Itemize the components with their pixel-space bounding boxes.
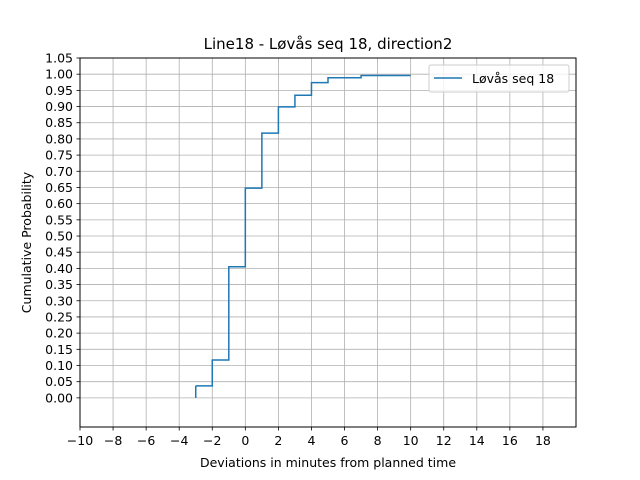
x-tick-label: −2 [203,433,221,448]
x-axis-label: Deviations in minutes from planned time [200,455,456,470]
y-tick-label: 0.80 [45,131,73,146]
y-tick-label: 0.95 [45,83,73,98]
series-layer [194,74,411,398]
y-tick-label: 0.70 [45,164,73,179]
y-tick-label: 0.20 [45,326,73,341]
y-tick-label: 1.05 [45,51,73,66]
y-tick-label: 0.65 [45,180,73,195]
legend-label: Løvås seq 18 [472,71,554,86]
y-tick-label: 0.10 [45,358,73,373]
y-tick-label: 0.30 [45,293,73,308]
y-tick-label: 0.05 [45,374,73,389]
x-tick-label: 8 [374,433,382,448]
x-tick-label: 18 [535,433,551,448]
x-tick-label: 0 [241,433,249,448]
plot-frame [79,57,577,428]
x-tick-label: 12 [436,433,452,448]
y-tick-label: 0.50 [45,229,73,244]
x-tick-label: −4 [170,433,188,448]
x-tick-label: 2 [274,433,282,448]
y-tick-label: 0.85 [45,115,73,130]
y-tick-label: 0.35 [45,277,73,292]
series-line [195,74,411,387]
x-tick-label: −8 [104,433,122,448]
x-tick-label: −10 [67,433,93,448]
y-tick-label: 0.45 [45,245,73,260]
y-tick-label: 0.25 [45,309,73,324]
y-tick-label: 0.60 [45,196,73,211]
y-tick-label: 1.00 [45,67,73,82]
y-tick-label: 0.55 [45,212,73,227]
x-tick-label: 4 [307,433,315,448]
x-tick-label: 10 [403,433,419,448]
chart-title: Line18 - Løvås seq 18, direction2 [204,35,453,53]
y-axis-ticks: 0.000.050.100.150.20 0.250.300.350.400.45… [45,51,80,405]
y-tick-label: 0.15 [45,342,73,357]
y-tick-label: 0.00 [45,390,73,405]
x-tick-label: −6 [137,433,155,448]
y-tick-label: 0.90 [45,99,73,114]
y-tick-label: 0.40 [45,261,73,276]
x-tick-label: 14 [469,433,485,448]
x-axis-ticks: −10 −8 −6 −4 −2 0 2 4 6 8 10 12 14 16 18 [67,427,551,448]
x-tick-label: 16 [502,433,518,448]
y-axis-label: Cumulative Probability [19,171,34,313]
legend: Løvås seq 18 [428,64,570,93]
y-tick-label: 0.75 [45,148,73,163]
legend-box [428,64,570,93]
x-tick-label: 6 [341,433,349,448]
